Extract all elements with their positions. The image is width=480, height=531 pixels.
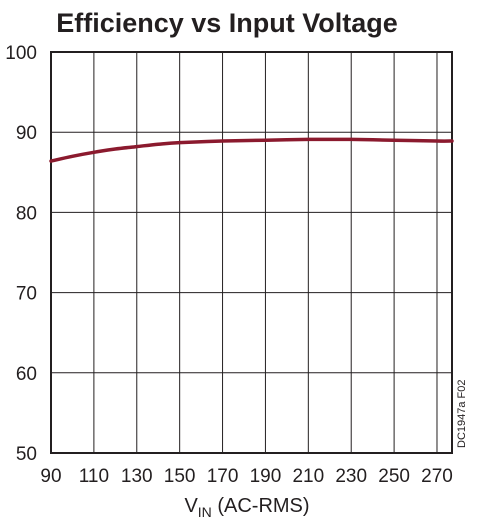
figure-code: DC1947a F02 [456,380,468,449]
x-tick-label-230: 230 [335,466,367,487]
x-tick-label-170: 170 [207,466,239,487]
efficiency-series-line-0 [49,137,454,163]
plot-frame [50,51,453,454]
y-tick-label-70: 70 [16,284,37,305]
chart-title: Efficiency vs Input Voltage [56,8,398,38]
x-tick-label-90: 90 [40,466,61,487]
x-tick-label-110: 110 [79,466,109,487]
y-tick-label-80: 80 [16,203,37,224]
x-axis-label-sub: IN [198,504,212,520]
series-layer [49,137,454,163]
x-tick-label-210: 210 [292,466,324,487]
x-tick-label-250: 250 [378,466,410,487]
x-tick-label-150: 150 [164,466,196,487]
y-tick-label-90: 90 [16,123,37,144]
grid [50,51,452,454]
x-tick-label-270: 270 [421,466,453,487]
x-axis-label: VIN (AC-RMS) [184,495,309,520]
x-tick-label-190: 190 [250,466,282,487]
x-axis-label-main: V [184,495,198,517]
y-tick-label-60: 60 [16,364,37,385]
y-tick-label-50: 50 [16,444,37,465]
x-tick-labels: 90 110 130 150 170 190 210 230 250 270 [40,466,452,487]
x-axis-label-rest: (AC-RMS) [212,495,310,517]
y-tick-label-100: 100 [5,43,37,64]
y-tick-labels: 50 60 70 80 90 100 [5,43,37,465]
x-tick-label-130: 130 [121,466,153,487]
